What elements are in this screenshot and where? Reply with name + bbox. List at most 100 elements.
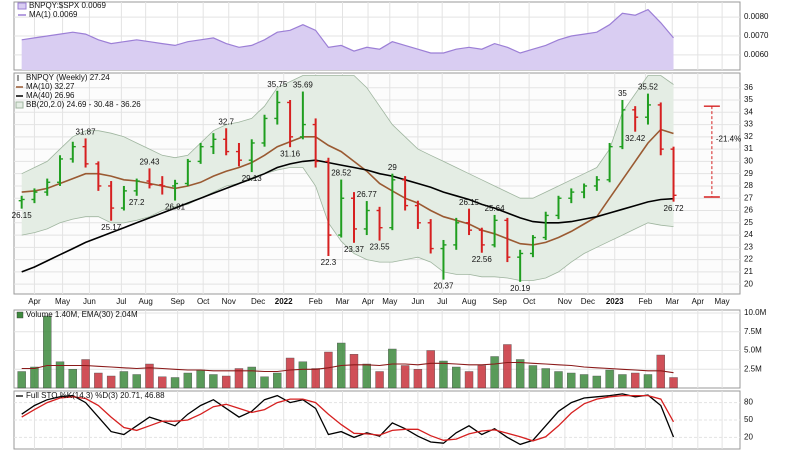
x-tick-label: Apr xyxy=(692,297,705,306)
y-tick-label: 25 xyxy=(744,218,753,227)
volume-bar xyxy=(158,376,167,389)
volume-bar xyxy=(490,356,499,389)
price-label: 26.15 xyxy=(12,211,33,220)
x-tick-label: Nov xyxy=(558,297,572,306)
price-label: 22.56 xyxy=(472,255,493,264)
volume-bar xyxy=(196,369,205,389)
x-tick-label: May xyxy=(715,297,730,306)
x-tick-label: Jun xyxy=(411,297,424,306)
volume-bar xyxy=(94,372,103,389)
moving-average xyxy=(21,128,674,246)
x-tick-label: Aug xyxy=(139,297,153,306)
volume-bar xyxy=(119,371,129,389)
price-label: 27.2 xyxy=(129,198,145,207)
y-tick-label: 50 xyxy=(744,415,753,424)
legend-label: MA(40) 26.96 xyxy=(26,91,75,100)
volume-bar xyxy=(541,368,550,389)
y-tick-label: 36 xyxy=(744,83,753,92)
volume-bar xyxy=(324,351,333,389)
x-tick-label: Oct xyxy=(523,297,536,306)
price-label: 20.19 xyxy=(510,284,531,293)
volume-bar xyxy=(643,374,653,389)
volume-bar xyxy=(439,360,448,389)
y-tick-label: 30 xyxy=(744,157,753,166)
price-label: 31.16 xyxy=(280,149,301,158)
volume-bar xyxy=(68,369,77,389)
volume-bar xyxy=(106,375,116,389)
band-lower xyxy=(21,167,674,281)
volume-bar xyxy=(477,365,487,389)
x-tick-label: Dec xyxy=(251,297,265,306)
volume-bar xyxy=(567,372,576,389)
price-label: 35.69 xyxy=(293,81,314,90)
price-label: 32.7 xyxy=(218,117,234,126)
price-label: 35.52 xyxy=(638,83,659,92)
volume-bar xyxy=(30,366,39,389)
price-label: 29 xyxy=(388,163,397,172)
x-tick-label: Jul xyxy=(437,297,447,306)
price-label: 35 xyxy=(618,89,627,98)
price-label: 23.55 xyxy=(370,243,391,252)
y-tick-label: 29 xyxy=(744,169,753,178)
x-tick-label: Sep xyxy=(493,297,508,306)
x-tick-label: Dec xyxy=(581,297,595,306)
y-tick-label: 2.5M xyxy=(744,364,762,373)
x-tick-label: Jun xyxy=(83,297,96,306)
y-tick-label: 24 xyxy=(744,230,753,239)
price-label: 32.42 xyxy=(625,134,646,143)
y-tick-label: 10.0M xyxy=(744,308,767,317)
volume-bar xyxy=(362,363,371,389)
x-tick-label: May xyxy=(382,297,397,306)
volume-bar xyxy=(528,365,538,389)
volume-bar xyxy=(515,359,525,389)
volume-bar xyxy=(43,315,52,389)
volume-bar xyxy=(234,368,244,389)
y-tick-label: 0.0080 xyxy=(744,12,769,21)
volume-bar xyxy=(605,369,614,389)
volume-bar xyxy=(413,369,423,389)
volume-bar xyxy=(452,366,461,389)
y-tick-label: 7.5M xyxy=(744,327,762,336)
y-tick-label: 33 xyxy=(744,120,753,129)
x-tick-label: Jul xyxy=(116,297,126,306)
x-tick-label: Nov xyxy=(222,297,236,306)
x-tick-label: 2022 xyxy=(275,297,293,306)
volume-bar xyxy=(349,354,359,389)
chart-title: BNPQY (Weekly) 27.24 xyxy=(26,73,110,82)
volume-bar xyxy=(375,371,384,389)
price-label: 29.43 xyxy=(139,158,160,167)
price-label: 35.75 xyxy=(267,80,288,89)
volume-bar xyxy=(247,366,256,389)
volume-bar xyxy=(618,374,627,389)
legend-swatch xyxy=(16,311,24,319)
price-label: 26.81 xyxy=(165,203,186,212)
moving-average xyxy=(21,159,674,273)
volume-bar xyxy=(592,375,602,389)
price-label: 22.3 xyxy=(321,258,337,267)
volume-bar xyxy=(17,371,26,389)
price-label: 29.13 xyxy=(242,174,263,183)
band-upper xyxy=(21,75,674,199)
legend-swatch xyxy=(17,2,27,10)
x-tick-label: Feb xyxy=(639,297,653,306)
x-tick-label: Oct xyxy=(197,297,210,306)
volume-bar xyxy=(285,357,295,389)
ratio-area xyxy=(21,9,674,71)
y-tick-label: 20 xyxy=(744,433,753,442)
volume-bar xyxy=(221,375,231,389)
volume-bar xyxy=(579,374,589,389)
volume-bar xyxy=(669,377,678,389)
y-tick-label: 0.0060 xyxy=(744,50,769,59)
volume-bar xyxy=(400,365,410,389)
volume-bar xyxy=(311,368,320,389)
y-tick-label: 5.0M xyxy=(744,346,762,355)
volume-bar xyxy=(81,359,90,389)
y-tick-label: 0.0070 xyxy=(744,31,769,40)
legend-label: MA(10) 32.27 xyxy=(26,82,75,91)
volume-bar xyxy=(183,372,193,389)
volume-bar xyxy=(209,374,218,389)
y-tick-label: 26 xyxy=(744,206,753,215)
x-tick-label: Mar xyxy=(336,297,350,306)
legend-label: BB(20,2.0) 24.69 - 30.48 - 36.26 xyxy=(26,100,141,109)
